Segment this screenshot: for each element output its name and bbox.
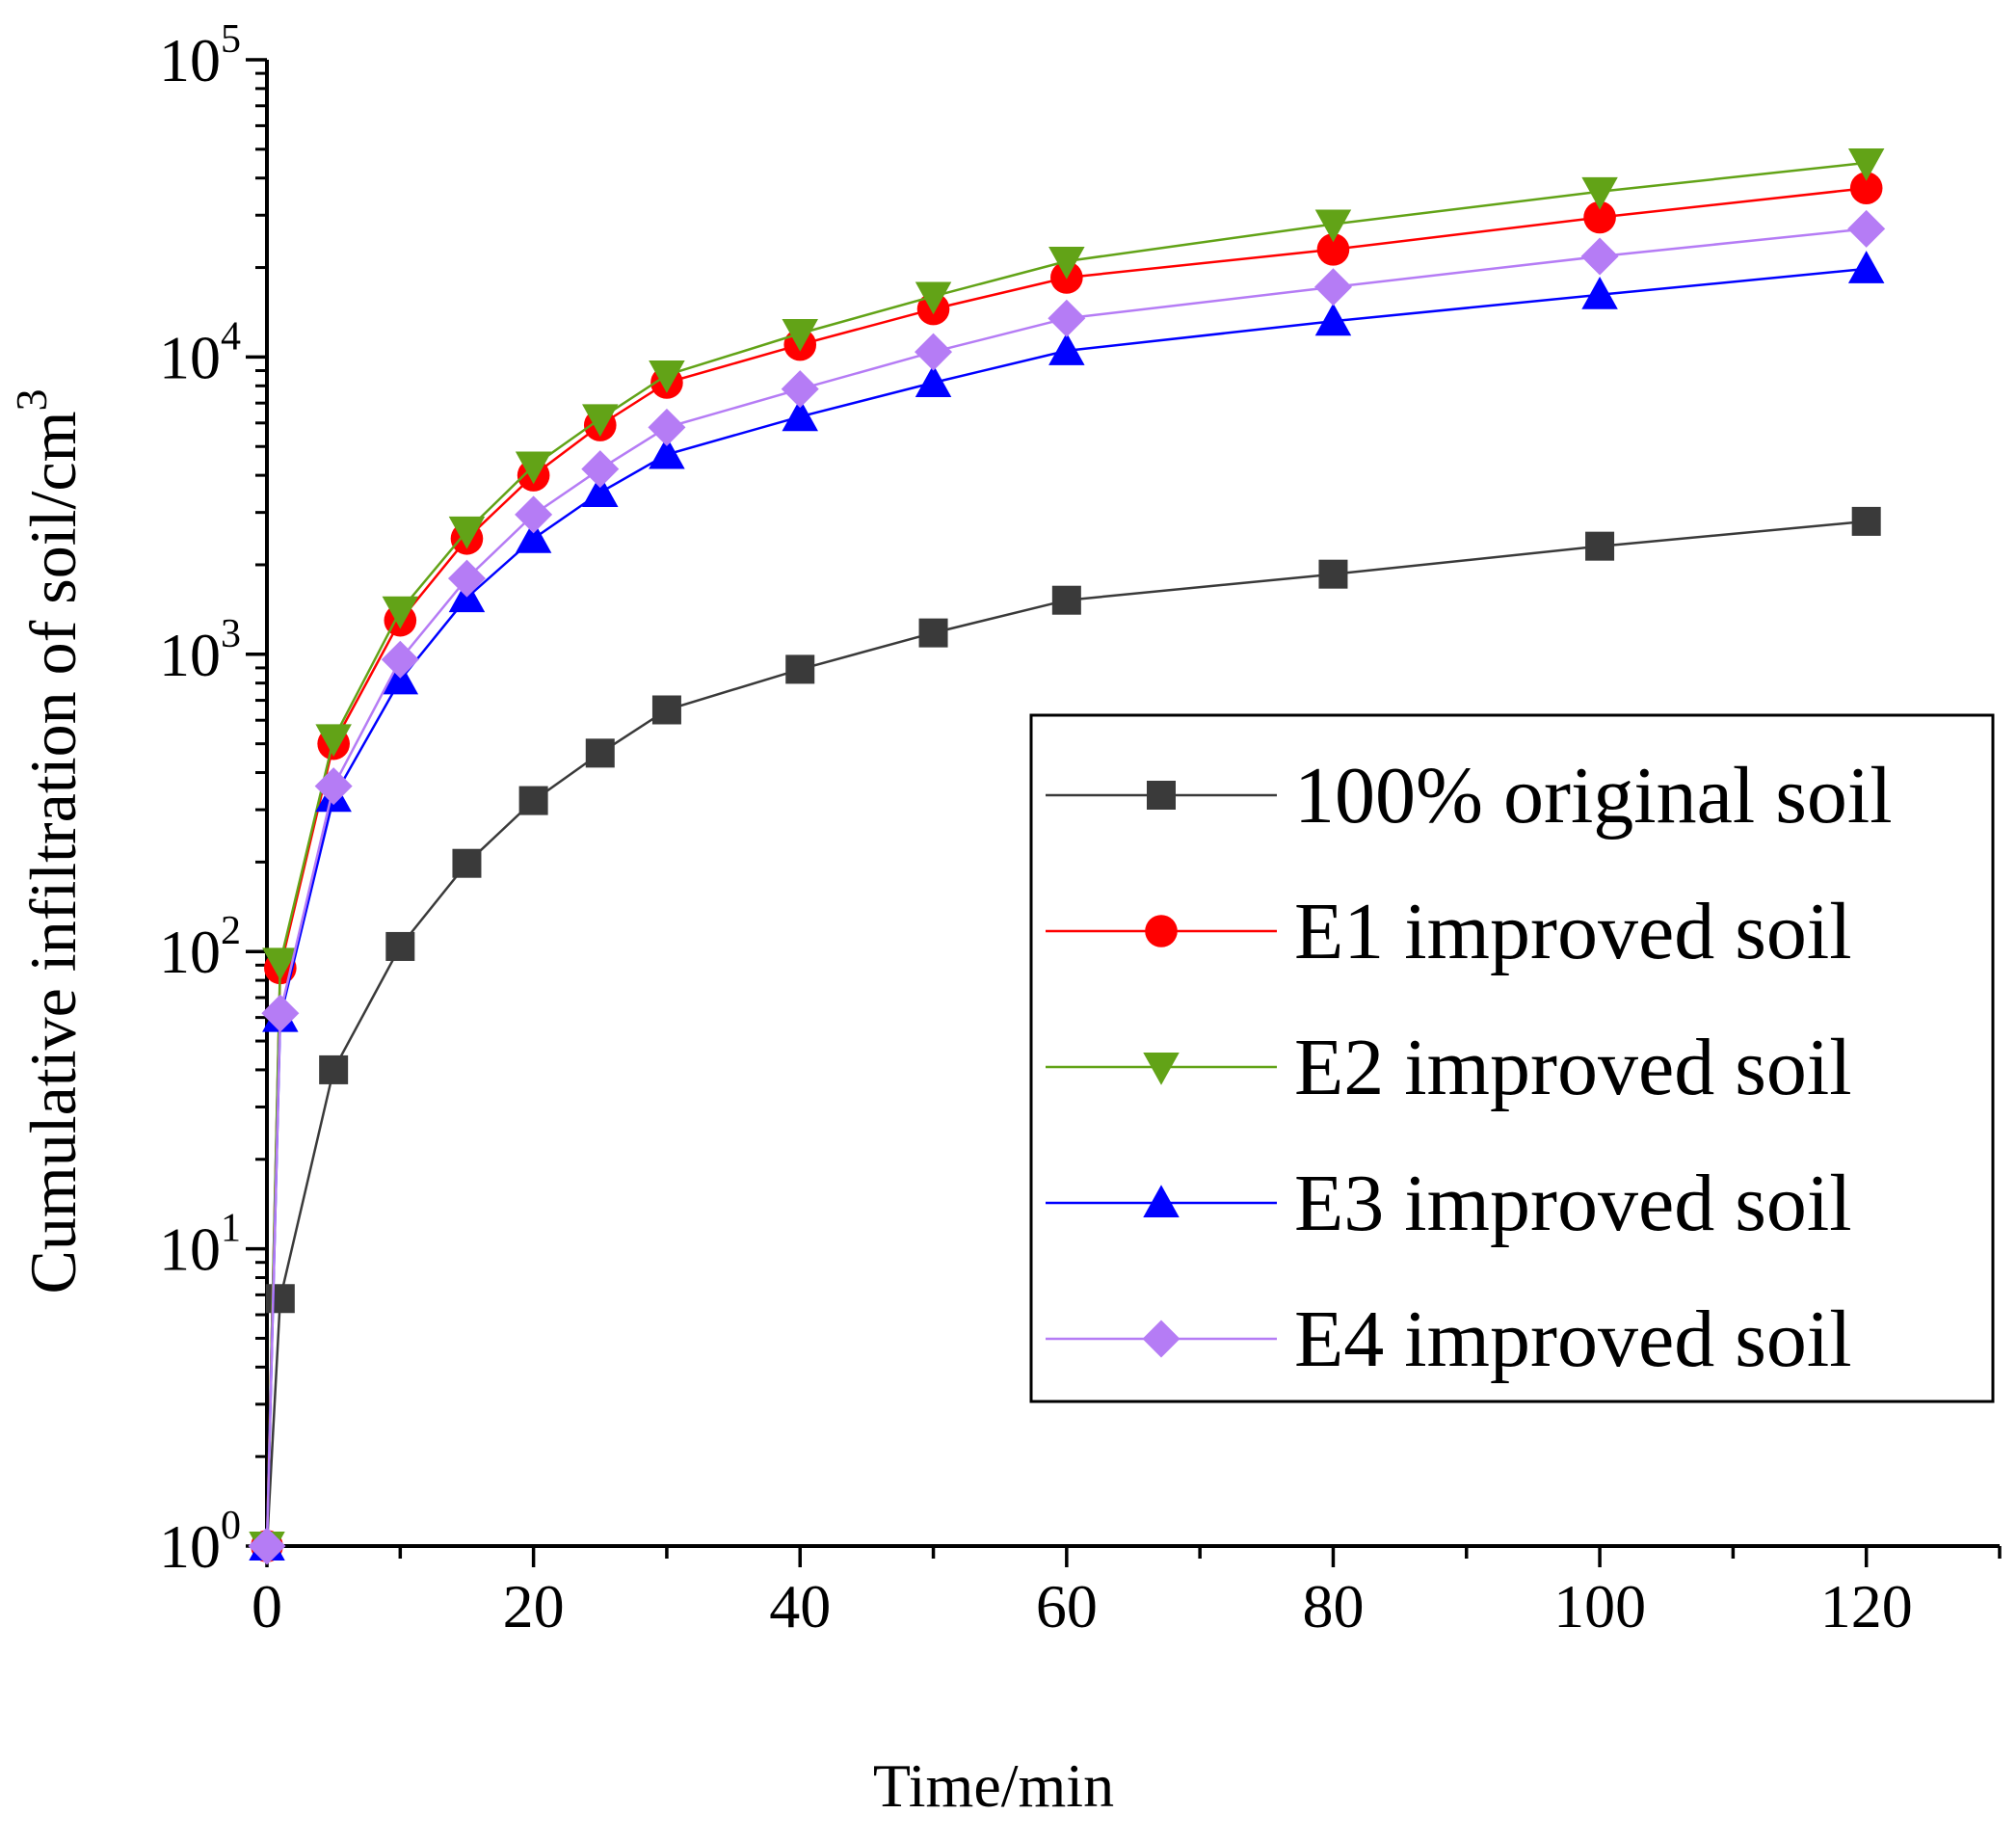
data-point [582, 404, 619, 438]
data-point [1581, 176, 1618, 210]
x-tick-label: 120 [1820, 1572, 1913, 1641]
legend-label: E4 improved soil [1294, 1294, 1852, 1384]
data-point [319, 1054, 349, 1084]
series-line [265, 161, 1867, 1547]
data-point [785, 654, 815, 684]
data-point [385, 931, 415, 961]
x-tick-label: 60 [1036, 1572, 1098, 1641]
data-point [1847, 147, 1885, 181]
legend-label: E2 improved soil [1294, 1023, 1852, 1112]
data-point [314, 767, 353, 806]
series-100-original-soil [252, 506, 1881, 1561]
data-point [1314, 209, 1352, 243]
data-point [1583, 200, 1616, 234]
y-tick-label: 105 [159, 17, 241, 94]
x-tick-label: 0 [252, 1572, 282, 1641]
data-point [1581, 277, 1618, 309]
data-point [915, 333, 953, 371]
x-tick-label: 100 [1553, 1572, 1646, 1641]
x-tick-label: 40 [769, 1572, 831, 1641]
series-line [265, 520, 1867, 1547]
legend-marker [1142, 1320, 1180, 1358]
series-line [265, 186, 1867, 1547]
y-axis-label: Cumulative infiltration of soil/cm3 [7, 389, 90, 1294]
data-point [915, 364, 952, 397]
data-point [782, 318, 818, 352]
x-tick-label: 20 [503, 1572, 565, 1641]
y-tick-label: 103 [159, 612, 241, 689]
data-point [381, 640, 419, 679]
series-layer [248, 147, 1886, 1565]
data-point [918, 618, 948, 648]
data-point [649, 436, 685, 469]
data-point [452, 848, 482, 878]
data-point [262, 947, 299, 981]
data-point [582, 474, 619, 508]
data-point [1851, 506, 1881, 536]
y-tick-label: 101 [159, 1207, 241, 1284]
data-point [518, 786, 548, 815]
data-point [315, 724, 352, 758]
series-e4-improved-soil [248, 209, 1886, 1565]
legend-label: E3 improved soil [1294, 1159, 1852, 1248]
series-e2-improved-soil [249, 147, 1885, 1564]
data-point [1048, 333, 1085, 365]
data-point [448, 516, 486, 549]
data-point [782, 398, 818, 432]
series-line [265, 267, 1867, 1547]
data-point [1051, 585, 1081, 615]
data-point [261, 994, 300, 1032]
y-tick-label: 104 [159, 314, 241, 391]
data-point [1585, 531, 1615, 561]
legend-label: E1 improved soil [1294, 887, 1852, 976]
data-point [515, 520, 552, 553]
x-axis-label: Time/min [873, 1751, 1114, 1820]
data-point [581, 450, 620, 489]
data-point [1847, 209, 1886, 248]
x-tick-label: 80 [1302, 1572, 1364, 1641]
data-point [1580, 237, 1619, 276]
data-point [1048, 299, 1086, 337]
legend-marker [1147, 781, 1176, 810]
data-point [585, 738, 615, 768]
data-point [447, 559, 486, 598]
legend: 100% original soil E1 improved soil E2 imp… [1029, 713, 1995, 1403]
data-point [1849, 172, 1883, 204]
data-point [382, 596, 419, 629]
y-tick-label: 100 [159, 1504, 241, 1581]
data-point [1048, 247, 1085, 280]
data-point [265, 1284, 295, 1314]
data-point [1314, 303, 1352, 336]
data-point [1318, 559, 1348, 589]
legend-label: 100% original soil [1294, 751, 1893, 840]
data-point [915, 281, 952, 315]
data-point [649, 360, 685, 393]
y-tick-label: 102 [159, 909, 241, 986]
data-point [515, 451, 552, 485]
data-point [515, 495, 553, 534]
legend-marker [1143, 1185, 1180, 1217]
data-point [1313, 268, 1352, 307]
legend-marker [1145, 915, 1178, 947]
data-point [651, 695, 681, 725]
data-point [1316, 233, 1350, 266]
data-point [648, 408, 686, 446]
data-point [1847, 251, 1885, 283]
data-point [248, 1527, 286, 1565]
data-point [781, 370, 819, 409]
series-line [265, 227, 1867, 1547]
legend-box [1029, 713, 1995, 1403]
legend-marker [1143, 1053, 1180, 1085]
